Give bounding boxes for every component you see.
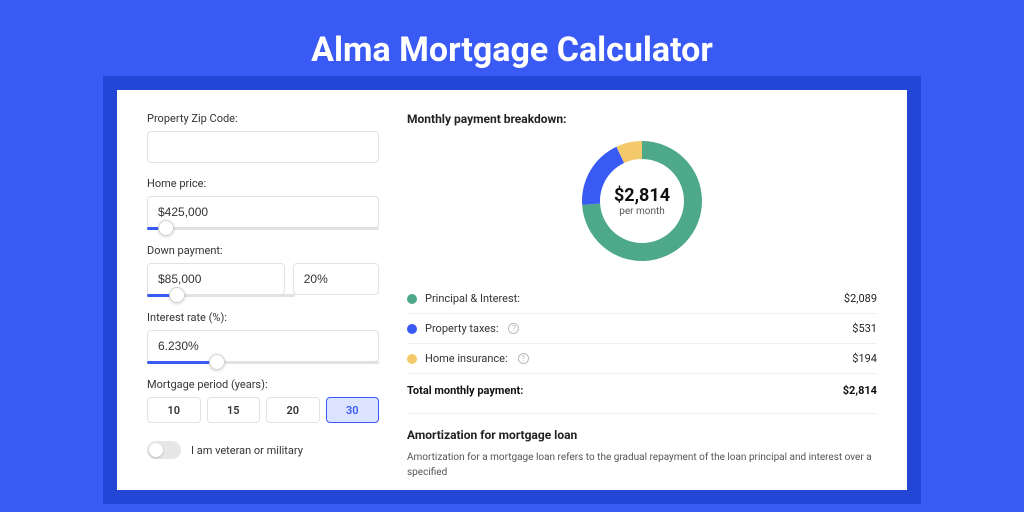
period-option-10[interactable]: 10	[147, 397, 201, 423]
breakdown-value: $2,089	[844, 292, 877, 305]
home-price-field-group: Home price:	[147, 177, 379, 230]
veteran-toggle[interactable]	[147, 441, 181, 459]
breakdown-value: $531	[852, 322, 877, 335]
home-price-slider[interactable]	[147, 227, 379, 230]
breakdown-value: $194	[852, 352, 877, 365]
veteran-label: I am veteran or military	[191, 444, 303, 457]
zip-label: Property Zip Code:	[147, 112, 379, 125]
total-value: $2,814	[843, 384, 877, 397]
down-payment-percent-input[interactable]	[293, 263, 379, 295]
amortization-title: Amortization for mortgage loan	[407, 413, 877, 442]
form-column: Property Zip Code: Home price: Down paym…	[117, 112, 397, 490]
amortization-text: Amortization for a mortgage loan refers …	[407, 450, 877, 480]
breakdown-label: Principal & Interest:	[425, 292, 520, 305]
breakdown-label: Property taxes:	[425, 322, 498, 335]
breakdown-title: Monthly payment breakdown:	[407, 112, 877, 126]
donut-sub: per month	[614, 206, 670, 217]
home-price-slider-thumb[interactable]	[158, 220, 174, 236]
period-option-30[interactable]: 30	[326, 397, 380, 423]
breakdown-row: Principal & Interest: $2,089	[407, 284, 877, 314]
down-payment-label: Down payment:	[147, 244, 379, 257]
calculator-card: Property Zip Code: Home price: Down paym…	[117, 90, 907, 490]
legend-dot-icon	[407, 354, 417, 364]
home-price-input[interactable]	[147, 196, 379, 228]
donut-chart: $2,814 per month	[577, 136, 707, 266]
period-field-group: Mortgage period (years): 10152030	[147, 378, 379, 423]
breakdown-column: Monthly payment breakdown: $2,814 per mo…	[397, 112, 907, 490]
period-options: 10152030	[147, 397, 379, 423]
period-label: Mortgage period (years):	[147, 378, 379, 391]
period-option-15[interactable]: 15	[207, 397, 261, 423]
breakdown-row: Property taxes:? $531	[407, 314, 877, 344]
down-payment-amount-input[interactable]	[147, 263, 285, 295]
interest-slider[interactable]	[147, 361, 379, 364]
donut-amount: $2,814	[614, 185, 670, 206]
toggle-knob-icon	[149, 443, 163, 457]
page-title: Alma Mortgage Calculator	[0, 0, 1024, 90]
home-price-label: Home price:	[147, 177, 379, 190]
breakdown-label: Home insurance:	[425, 352, 508, 365]
down-payment-slider[interactable]	[147, 294, 295, 297]
breakdown-row: Home insurance:? $194	[407, 344, 877, 374]
total-label: Total monthly payment:	[407, 384, 523, 397]
zip-field-group: Property Zip Code:	[147, 112, 379, 163]
info-icon[interactable]: ?	[518, 353, 529, 364]
total-row: Total monthly payment: $2,814	[407, 374, 877, 413]
interest-field-group: Interest rate (%):	[147, 311, 379, 364]
legend-dot-icon	[407, 294, 417, 304]
interest-slider-thumb[interactable]	[209, 354, 225, 370]
down-payment-field-group: Down payment:	[147, 244, 379, 297]
donut-center: $2,814 per month	[614, 185, 670, 217]
veteran-row: I am veteran or military	[147, 441, 379, 459]
down-payment-slider-thumb[interactable]	[169, 287, 185, 303]
period-option-20[interactable]: 20	[266, 397, 320, 423]
zip-input[interactable]	[147, 131, 379, 163]
interest-label: Interest rate (%):	[147, 311, 379, 324]
legend-dot-icon	[407, 324, 417, 334]
interest-input[interactable]	[147, 330, 379, 362]
info-icon[interactable]: ?	[508, 323, 519, 334]
donut-chart-wrap: $2,814 per month	[407, 136, 877, 266]
